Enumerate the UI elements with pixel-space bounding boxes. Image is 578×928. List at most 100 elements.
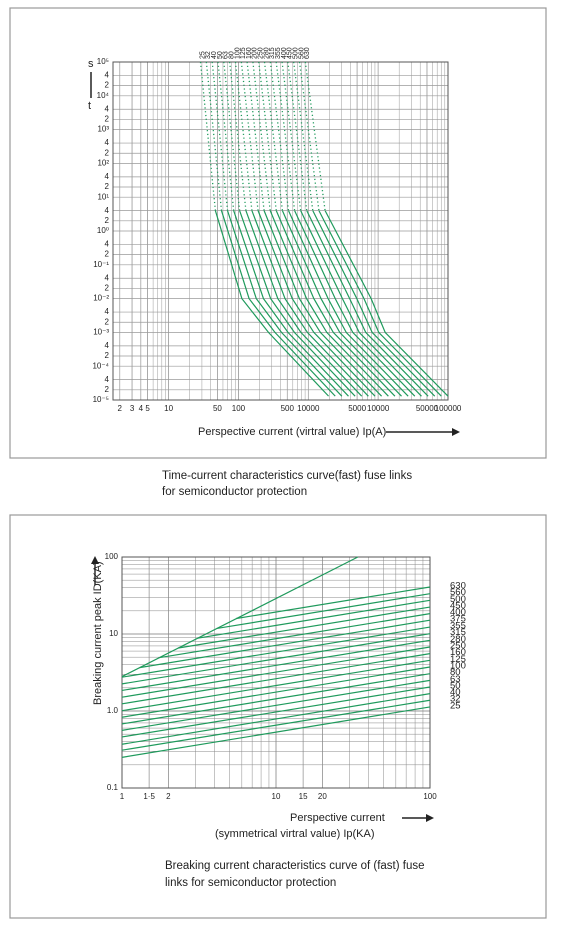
series-label: 375 <box>450 614 466 625</box>
x-tick-label: 15 <box>299 792 308 801</box>
x-tick-label: 5000 <box>348 404 366 413</box>
series-label: 355 <box>450 621 466 632</box>
curve <box>269 61 290 211</box>
series-label: 40 <box>211 51 218 59</box>
curve <box>251 210 369 397</box>
curve <box>217 61 235 211</box>
y-tick-label: 10⁴ <box>97 91 110 100</box>
curve <box>121 639 431 692</box>
curve <box>324 210 449 397</box>
x-tick-label: 50000 <box>416 404 439 413</box>
x-tick-label: 100000 <box>435 404 462 413</box>
y-tick-label: 10¹ <box>97 192 109 201</box>
series-label: 500 <box>450 594 466 605</box>
curve <box>121 686 431 738</box>
curve <box>252 61 271 211</box>
y-tick-label: 4 <box>105 206 110 215</box>
series-label: 160 <box>450 647 466 658</box>
series-label: 560 <box>450 587 466 598</box>
axis-arrow-head <box>91 556 99 564</box>
curve <box>139 619 431 669</box>
curve <box>121 653 431 705</box>
series-label: 160 <box>246 47 253 59</box>
curve <box>275 61 296 211</box>
y-tick-label: 100 <box>105 552 119 561</box>
curve <box>121 633 431 685</box>
series-label: 80 <box>450 667 461 678</box>
series-label: 280 <box>263 47 270 59</box>
curve <box>239 210 356 397</box>
curve <box>121 659 431 712</box>
series-label: 25 <box>199 51 206 59</box>
plot-frame <box>112 61 449 401</box>
y-tick-label: 2 <box>105 216 110 225</box>
series-label: 50 <box>450 681 461 692</box>
curve <box>318 210 442 397</box>
axis-arrow-head <box>452 428 460 436</box>
x-tick-label: 500 <box>281 404 295 413</box>
x-tick-label: 1 <box>120 792 125 801</box>
x-tick-label: 3 <box>130 404 135 413</box>
caption: Time-current characteristics curve(fast)… <box>162 470 412 482</box>
plot-frame <box>121 556 431 789</box>
axis-arrow-head <box>426 814 434 822</box>
x-tick-label: 1·5 <box>143 792 155 801</box>
series-label: 450 <box>287 47 294 59</box>
curve <box>211 61 229 211</box>
caption: Breaking current characteristics curve o… <box>165 860 425 872</box>
curve <box>199 61 217 211</box>
curve <box>121 699 431 751</box>
series-label: 125 <box>240 47 247 59</box>
caption: for semiconductor protection <box>162 486 307 498</box>
series-label: 100 <box>234 47 241 59</box>
curve <box>197 599 431 639</box>
y-tick-label: 10⁻³ <box>93 328 109 337</box>
curve <box>263 210 383 397</box>
y-axis-label: t <box>88 100 91 112</box>
curve <box>281 210 402 397</box>
y-tick-label: 10⁻⁴ <box>92 361 109 370</box>
curve <box>312 210 436 397</box>
x-axis-label: Perspective current (virtral value) Ip(A… <box>198 426 386 438</box>
x-tick-label: 100 <box>232 404 246 413</box>
curve <box>158 613 431 659</box>
series-label: 63 <box>450 674 461 685</box>
y-tick-label: 4 <box>105 341 110 350</box>
series-label: 500 <box>292 47 299 59</box>
curve <box>121 556 359 678</box>
curve <box>121 693 431 745</box>
curve <box>121 673 431 725</box>
curve <box>257 210 376 397</box>
curve <box>233 210 349 397</box>
y-tick-label: 10⁵ <box>97 57 109 66</box>
curve <box>300 210 422 397</box>
x-tick-label: 5 <box>145 404 150 413</box>
curve <box>234 61 253 211</box>
series-label: 400 <box>281 47 288 59</box>
curve <box>245 210 363 397</box>
series-label: 125 <box>450 654 466 665</box>
y-tick-label: 4 <box>105 307 110 316</box>
curve <box>228 61 247 211</box>
y-tick-label: 10 <box>109 629 118 638</box>
y-tick-label: 0.1 <box>107 783 119 792</box>
panel-border <box>9 7 547 459</box>
caption: links for semiconductor protection <box>165 877 336 889</box>
y-tick-label: 2 <box>105 115 110 124</box>
y-tick-label: 4 <box>105 375 110 384</box>
curve <box>226 210 343 397</box>
series-label: 32 <box>450 694 461 705</box>
x-tick-label: 10000 <box>297 404 320 413</box>
series-label: 25 <box>450 700 461 711</box>
y-tick-label: 10⁻² <box>93 294 109 303</box>
y-tick-label: 4 <box>105 273 110 282</box>
curve <box>121 666 431 718</box>
curve <box>246 61 265 211</box>
x-tick-label: 100 <box>423 792 437 801</box>
curve <box>287 210 409 397</box>
curve <box>121 626 431 678</box>
y-tick-label: 4 <box>105 240 110 249</box>
curve <box>281 61 302 211</box>
x-tick-label: 2 <box>118 404 123 413</box>
